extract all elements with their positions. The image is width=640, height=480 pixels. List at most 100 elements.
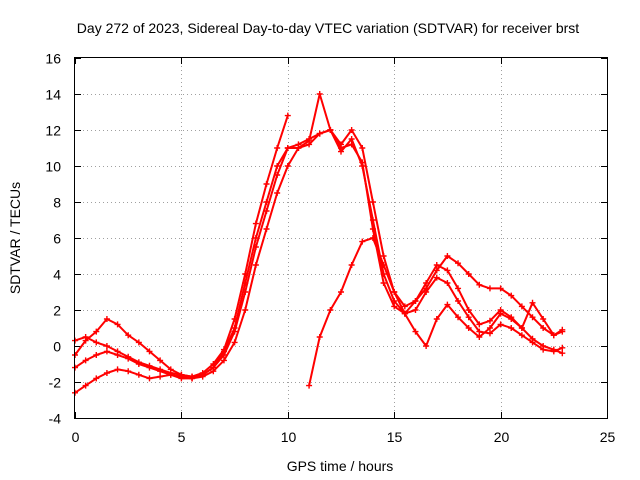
data-point: [401, 303, 408, 310]
data-point: [220, 357, 227, 364]
data-point: [242, 280, 249, 286]
data-point: [199, 371, 206, 378]
data-point: [369, 199, 376, 205]
data-point: [359, 145, 366, 151]
data-point: [497, 285, 504, 292]
y-tick-label: 14: [45, 87, 61, 103]
data-point: [497, 310, 504, 317]
data-point: [103, 316, 110, 322]
data-point: [327, 307, 334, 313]
data-point: [348, 136, 355, 142]
data-point: [231, 339, 238, 346]
data-point: [508, 292, 515, 299]
data-point: [146, 348, 153, 355]
x-tick-label: 5: [178, 429, 186, 445]
y-tick-label: 10: [45, 159, 61, 175]
data-point: [444, 280, 451, 286]
data-point: [157, 373, 164, 380]
data-point: [167, 370, 174, 376]
data-point: [529, 314, 536, 321]
data-point: [486, 330, 493, 337]
data-point: [125, 353, 132, 360]
data-point: [220, 348, 227, 355]
data-point: [295, 145, 302, 151]
data-point: [412, 307, 419, 313]
data-point: [380, 280, 387, 286]
data-point: [263, 199, 270, 205]
data-point: [274, 145, 281, 151]
data-point: [486, 285, 493, 292]
data-point: [465, 314, 472, 321]
data-point: [401, 310, 408, 317]
data-point: [559, 344, 566, 351]
data-point: [529, 299, 536, 306]
data-point: [157, 366, 164, 373]
data-point: [423, 343, 430, 349]
data-point: [455, 260, 462, 267]
data-point: [82, 382, 89, 389]
x-tick-label: 15: [387, 429, 403, 445]
data-point: [540, 325, 547, 331]
data-point: [518, 332, 525, 339]
data-point: [316, 130, 323, 137]
data-point: [540, 316, 547, 322]
data-point: [423, 289, 430, 295]
data-point: [125, 332, 132, 339]
data-point: [455, 314, 462, 321]
y-axis-label: SDTVAR / TECUs: [7, 182, 23, 294]
data-point: [476, 334, 483, 340]
data-point: [444, 253, 451, 259]
y-tick-label: 16: [45, 51, 61, 67]
data-point: [508, 325, 515, 331]
chart-title: Day 272 of 2023, Sidereal Day-to-day VTE…: [77, 20, 579, 36]
data-point: [359, 159, 366, 166]
series-line: [74, 93, 563, 378]
data-point: [135, 359, 142, 366]
data-point: [559, 326, 566, 333]
data-point: [412, 328, 419, 335]
data-point: [369, 235, 376, 241]
data-point: [348, 127, 355, 133]
y-tick-label: 4: [53, 267, 61, 283]
data-point: [540, 346, 547, 353]
x-axis-label: GPS time / hours: [287, 458, 394, 474]
x-tick-label: 20: [494, 429, 510, 445]
data-point: [550, 332, 557, 339]
data-point: [497, 321, 504, 328]
data-point: [412, 298, 419, 304]
data-point: [178, 371, 185, 378]
data-point: [306, 382, 313, 389]
data-point: [284, 163, 291, 169]
grid: [75, 58, 607, 418]
data-point: [380, 253, 387, 259]
data-point: [189, 373, 196, 380]
data-point: [433, 267, 440, 274]
data-point: [338, 289, 344, 295]
data-point: [465, 307, 472, 313]
data-point: [252, 235, 259, 241]
data-point: [316, 91, 323, 97]
data-point: [82, 357, 89, 364]
x-tick-label: 10: [281, 429, 297, 445]
plot-area: [72, 91, 566, 396]
data-point: [146, 375, 153, 382]
data-point: [444, 301, 451, 308]
data-point: [114, 366, 121, 373]
data-point: [114, 348, 121, 355]
data-point: [529, 339, 536, 346]
y-tick-label: 2: [53, 303, 61, 319]
data-point: [316, 334, 323, 340]
series-track-5: [306, 235, 566, 389]
series-line: [74, 129, 563, 394]
data-point: [135, 371, 142, 378]
data-point: [157, 357, 164, 364]
data-point: [93, 339, 100, 346]
data-point: [274, 190, 281, 196]
data-point: [444, 267, 451, 274]
series-line: [308, 237, 563, 386]
data-point: [306, 137, 313, 144]
x-tick-label: 25: [600, 429, 616, 445]
data-point: [465, 271, 472, 277]
data-point: [103, 343, 110, 349]
data-point: [348, 141, 355, 148]
